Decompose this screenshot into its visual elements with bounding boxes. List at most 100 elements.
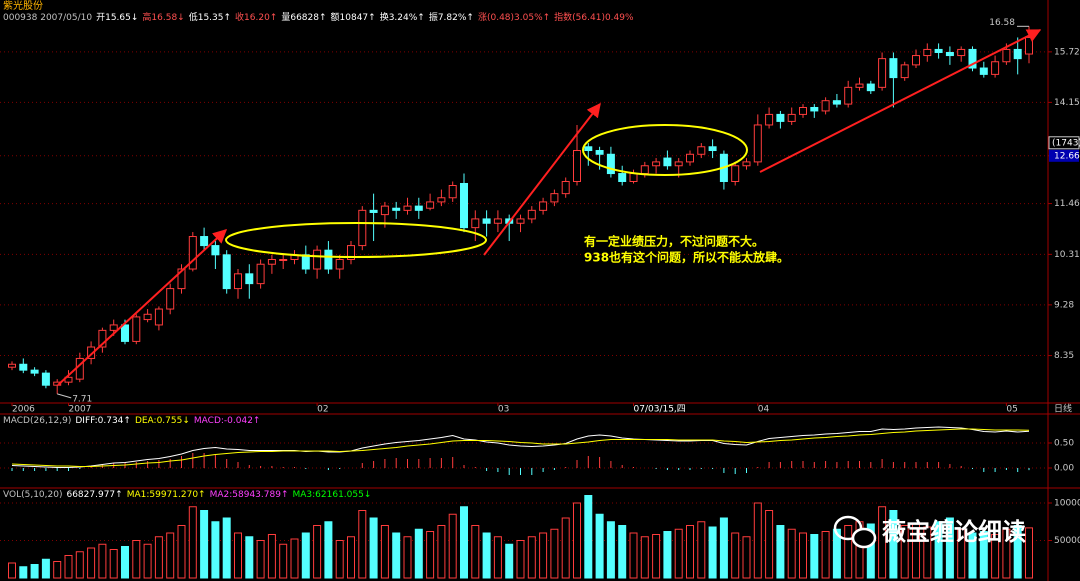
x-tick-label: 04 [758, 405, 770, 415]
volume-bar [234, 532, 242, 579]
header-item: MACD(26,12,9) [3, 416, 71, 426]
volume-bar [866, 523, 875, 579]
y-tick-label: 0.00 [1054, 464, 1074, 474]
volume-bar [674, 528, 683, 579]
y-tick-label: 10.31 [1054, 250, 1080, 260]
candle-body [30, 369, 39, 374]
header-item: MA1:59971.270↑ [127, 490, 206, 500]
candle-body [731, 165, 740, 182]
volume-bar [41, 558, 50, 579]
volume-bar [166, 532, 175, 579]
volume-bar [200, 510, 209, 579]
volume-bar [347, 536, 355, 579]
candle-body [121, 324, 129, 342]
candle-body [109, 324, 118, 331]
y-tick-label: 14.15 [1054, 98, 1080, 108]
candle-body [177, 268, 186, 290]
candle-body [279, 258, 288, 261]
candle-body [41, 372, 50, 386]
volume-bar [403, 536, 412, 579]
volume-bar [19, 566, 28, 579]
highlight-ellipse [582, 124, 748, 176]
volume-bar [64, 555, 73, 579]
volume-bar [776, 525, 785, 579]
volume-bar [30, 564, 39, 579]
volume-bar [460, 506, 468, 579]
volume-bar [121, 546, 129, 579]
header-item: 高16.58↓ [142, 11, 184, 23]
header-item: 振7.82%↑ [429, 11, 474, 23]
volume-bar [369, 517, 378, 579]
low-label: 7.71 [72, 394, 92, 404]
volume-bar [573, 502, 581, 579]
header-item: 涨(0.48)3.05%↑ [478, 12, 550, 23]
volume-bar [211, 521, 220, 579]
dea-line [11, 428, 1030, 467]
candle-body [448, 185, 457, 199]
candle-body [369, 209, 378, 213]
volume-bar [527, 536, 536, 579]
candle-body [256, 263, 265, 285]
volume-bar [109, 549, 118, 579]
cursor-index: (1743) [1052, 138, 1080, 148]
candle-body [595, 150, 604, 155]
x-tick-label: 03 [498, 405, 509, 415]
volume-bar [652, 534, 661, 579]
watermark: 薇宝缠论细读 [882, 518, 1026, 546]
candle-body [143, 313, 152, 321]
candle-body [550, 193, 559, 203]
candle-body [844, 86, 853, 105]
candle-body [403, 205, 412, 211]
y-tick-label: 9.28 [1054, 300, 1074, 310]
volume-bar [640, 536, 649, 579]
volume-bar [177, 525, 186, 579]
candle-body [742, 161, 751, 167]
header-item: 收16.20↑ [235, 11, 277, 23]
candle-body [87, 346, 96, 359]
header-item: 指数(56.41)0.49% [554, 11, 634, 23]
candle-body [799, 106, 807, 115]
candle-body [945, 51, 954, 57]
volume-bar [663, 531, 672, 579]
candle-body [200, 236, 209, 247]
volume-bar [561, 517, 570, 579]
candle-body [1025, 36, 1033, 55]
candle-body [380, 205, 389, 216]
header-item: DEA:0.755↓ [135, 416, 190, 426]
candle-body [1013, 48, 1022, 60]
volume-bar [900, 525, 909, 579]
header-item: MACD:-0.042↑ [194, 416, 261, 426]
plot-layer: 000938 2007/05/10 开15.65↓ 高16.58↓ 低15.35↑ 收1… [0, 11, 1080, 579]
candle-body [19, 363, 28, 371]
candle-body [686, 153, 694, 163]
candle-body [1002, 48, 1011, 63]
diff-line [11, 426, 1030, 468]
candle-body [313, 249, 322, 270]
volume-bar [267, 534, 276, 579]
y-tick-label: 11.46 [1054, 199, 1080, 209]
candle-body [211, 245, 220, 256]
header-item: 额10847↑ [331, 11, 376, 23]
cursor-index-box [1048, 136, 1080, 150]
volume-bar [290, 538, 299, 579]
x-tick-label: 02 [317, 405, 328, 415]
volume-bar [957, 528, 966, 579]
y-tick-label: 15.72 [1054, 47, 1080, 57]
volume-bar [87, 547, 96, 579]
volume-bar [629, 532, 638, 579]
candle-body [539, 201, 548, 211]
header-item: 量66828↑ [281, 12, 326, 23]
candle-body [460, 182, 468, 229]
stock-title: 紫光股份 [3, 0, 43, 12]
volume-bar [75, 551, 84, 579]
volume-bar [923, 526, 932, 579]
volume-bar [493, 536, 502, 579]
volume-bar [1025, 527, 1033, 579]
trend-arrow [483, 102, 601, 256]
candle-body [166, 288, 175, 310]
volume-bar [98, 543, 107, 579]
candle-body [663, 157, 672, 167]
candle-body [358, 209, 367, 247]
indicator-header: MACD(26,12,9) DIFF:0.734↑ DEA:0.755↓ MACD:-… [3, 416, 260, 426]
